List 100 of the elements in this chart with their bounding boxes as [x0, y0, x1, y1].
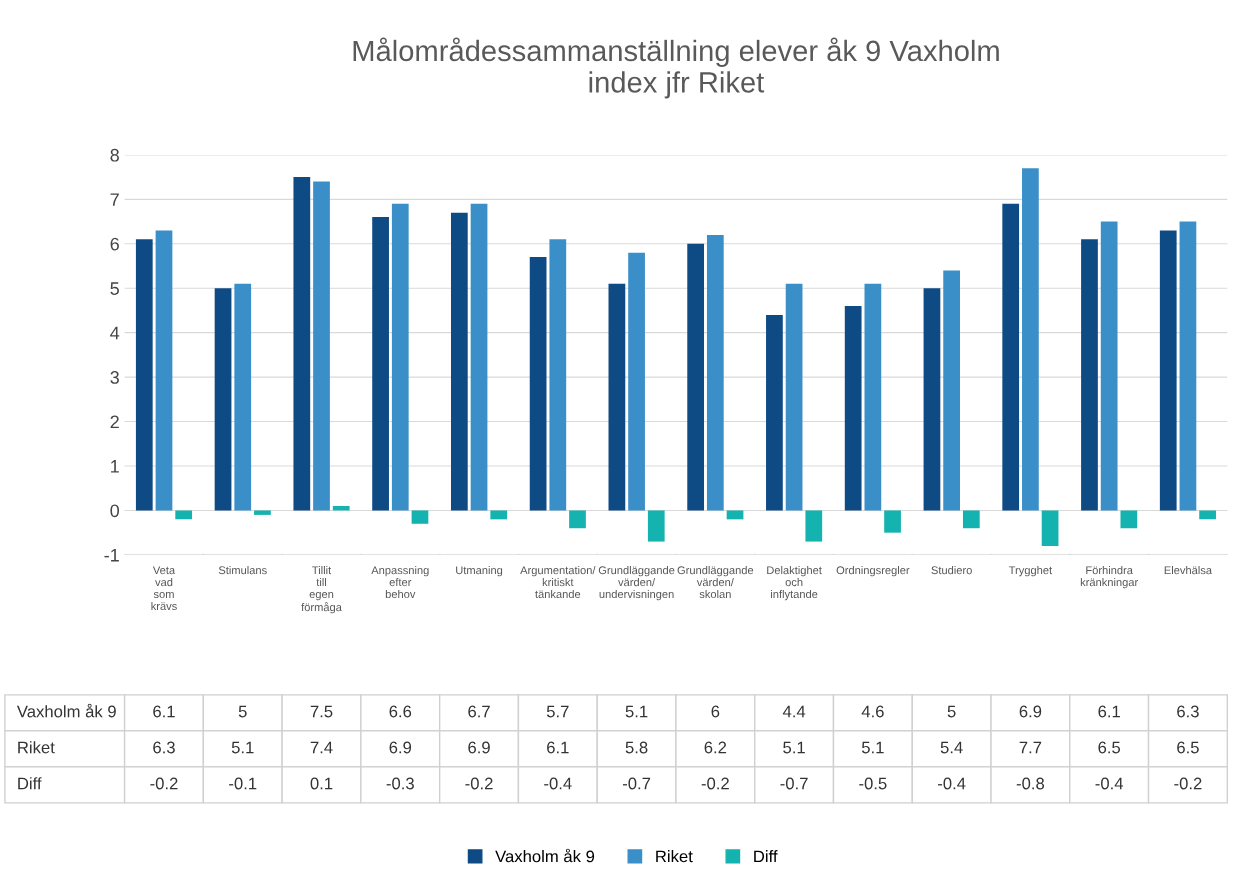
bar: [1120, 510, 1138, 529]
x-tick-label: Stimulans: [218, 566, 267, 575]
bar: [647, 510, 665, 542]
data-label: 6.2: [704, 741, 727, 754]
bar: [1100, 221, 1118, 511]
bar: [313, 181, 330, 511]
bar: [923, 288, 941, 511]
y-tick-label: 2: [110, 415, 119, 429]
y-tick-label: 8: [110, 148, 119, 162]
bar: [529, 257, 547, 511]
y-tick-label: 6: [110, 237, 119, 251]
bar: [608, 283, 626, 511]
data-label: -0.7: [622, 777, 651, 790]
x-tick-label: Delaktighet och inflytande: [767, 566, 822, 601]
data-label: -0.2: [701, 777, 729, 790]
bar: [785, 283, 803, 511]
bar: [1199, 510, 1216, 520]
x-tick-label: Anpassning efter behov: [371, 566, 429, 599]
data-label: 4.4: [782, 705, 806, 718]
bar: [628, 252, 645, 511]
data-label: 7.5: [310, 705, 333, 718]
x-tick-label: Tillit till egen förmåga: [301, 566, 342, 614]
bar: [470, 203, 488, 511]
text: Vaxholm åk 9: [16, 703, 116, 718]
data-label: 5.4: [940, 741, 963, 754]
bar: [706, 234, 724, 511]
data-label: -0.8: [1016, 777, 1045, 790]
data-label: -0.2: [465, 777, 493, 790]
data-label: 5: [947, 705, 956, 718]
data-label: -0.4: [938, 777, 966, 790]
bar: [687, 243, 705, 511]
bar: [1081, 239, 1098, 511]
data-label: 6.1: [153, 705, 175, 718]
data-label: 5.1: [783, 741, 805, 754]
bar: [254, 510, 271, 515]
data-label: -0.4: [544, 777, 572, 790]
data-label: 5.1: [625, 705, 648, 718]
text: Riket: [18, 741, 55, 754]
data-label: 6.7: [468, 705, 490, 718]
data-label: 7.7: [1019, 741, 1042, 754]
x-tick-label: Argumentation/kritiskt tänkande: [520, 566, 596, 599]
bar: [391, 203, 409, 511]
bar: [549, 239, 567, 511]
bar: [450, 212, 468, 511]
bar: [1179, 221, 1197, 511]
data-label: 5.8: [625, 741, 648, 754]
data-label: 5.7: [546, 705, 569, 718]
data-label: 6.1: [547, 741, 569, 754]
data-label: 6: [711, 705, 720, 718]
data-label: 6.9: [389, 741, 412, 754]
bar: [1041, 510, 1059, 547]
data-label: 0.1: [310, 777, 333, 790]
legend-label: Diff: [754, 850, 778, 863]
data-label: -0.5: [859, 777, 887, 790]
x-tick-label: Trygghet: [1008, 566, 1053, 577]
bar: [1159, 230, 1177, 511]
bar: [411, 510, 429, 524]
x-tick-label: Elevhälsa: [1164, 566, 1213, 575]
bar: [1022, 168, 1039, 511]
x-tick-label: Utmaning: [456, 566, 503, 577]
bar: [214, 288, 232, 511]
data-label: -0.7: [780, 777, 808, 790]
bar: [293, 177, 311, 511]
data-label: -0.3: [386, 777, 414, 790]
bar: [844, 305, 862, 511]
data-label: 6.3: [153, 741, 175, 754]
data-label: 5.1: [861, 741, 884, 754]
data-label: -0.2: [1174, 777, 1202, 790]
x-tick-label: Studiero: [931, 566, 972, 575]
bar: [962, 510, 980, 529]
bar: [135, 239, 153, 511]
data-label: -0.2: [150, 777, 178, 790]
bar: [234, 283, 252, 511]
bar: [332, 506, 350, 511]
bar: [490, 510, 508, 520]
legend-label: Vaxholm åk 9: [495, 848, 595, 863]
y-tick-label: -1: [104, 549, 119, 562]
bar: [1002, 203, 1020, 511]
bar: [372, 217, 389, 511]
bar: [175, 510, 193, 520]
bar: [766, 314, 783, 511]
data-label: 7.4: [310, 741, 333, 754]
y-tick-label: 5: [110, 282, 119, 295]
data-label: 6.5: [1098, 741, 1121, 754]
data-label: 6.3: [1177, 705, 1199, 718]
bar: [805, 510, 823, 542]
bar: [864, 283, 882, 511]
bar: [943, 270, 960, 511]
x-tick-label: Förhindra kränkningar: [1080, 566, 1139, 589]
x-tick-label: Ordningsregler: [836, 566, 910, 577]
legend-label: Riket: [656, 850, 693, 863]
data-label: 6.9: [1019, 705, 1042, 718]
data-label: 6.6: [389, 705, 412, 718]
x-tick-label: Veta vad som krävs: [151, 566, 177, 611]
bar: [726, 510, 744, 520]
bar: [884, 510, 901, 533]
chart-title: Målområdessammanställning elever åk 9 Vaxholm index jfr Riket: [353, 37, 999, 99]
x-tick-label: Grundläggande värden/undervisningen: [598, 566, 675, 601]
data-label: 6.5: [1177, 741, 1199, 754]
y-tick-label: 4: [110, 326, 120, 340]
